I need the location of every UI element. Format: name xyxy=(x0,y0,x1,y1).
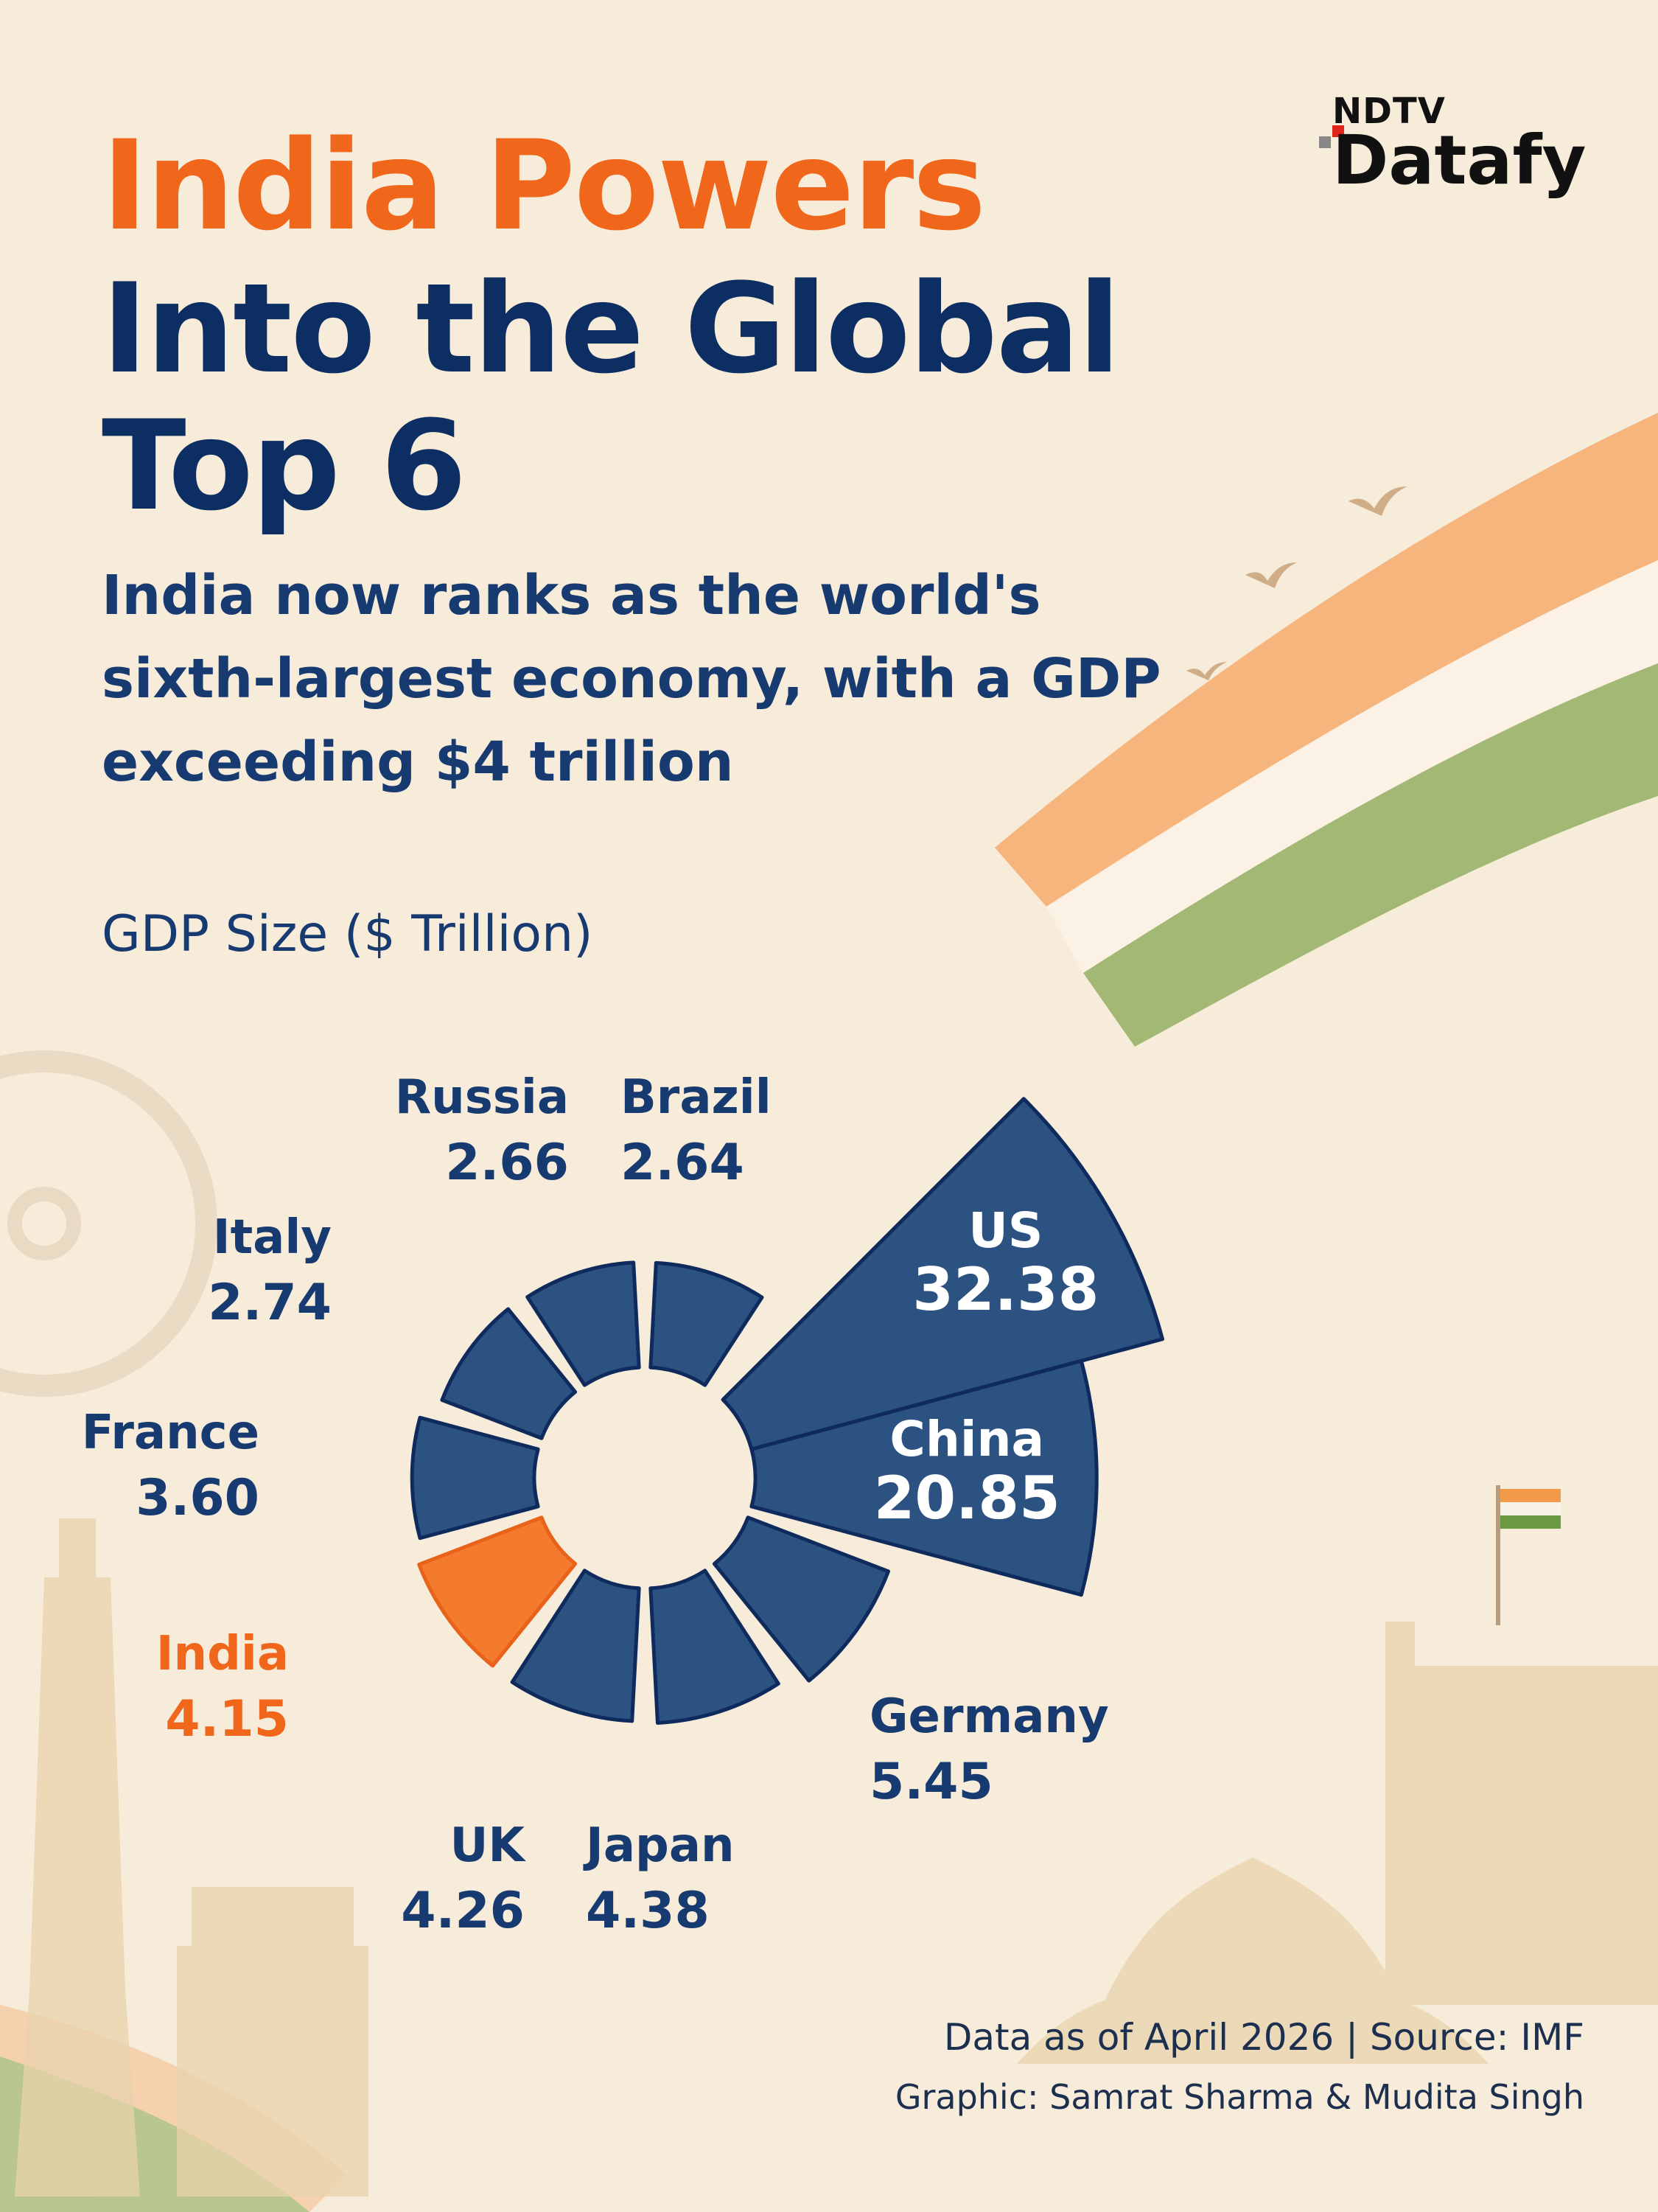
footer-source: Data as of April 2026 | Source: IMF xyxy=(943,2016,1584,2059)
label-value-japan: 4.38 xyxy=(586,1882,710,1940)
label-value-brazil: 2.64 xyxy=(620,1134,744,1192)
brand-ndtv: NDTV xyxy=(1332,91,1446,132)
bar-us xyxy=(721,1097,1165,1451)
bar-brazil xyxy=(648,1260,764,1387)
title-line-2: Into the Global xyxy=(102,257,1121,401)
label-country-brazil: Brazil xyxy=(620,1070,772,1125)
label-value-italy: 2.74 xyxy=(208,1274,332,1332)
label-value-uk: 4.26 xyxy=(401,1882,525,1940)
label-country-china: China xyxy=(889,1411,1044,1468)
footer-credit: Graphic: Samrat Sharma & Mudita Singh xyxy=(895,2077,1584,2117)
bar-france xyxy=(410,1415,540,1541)
title-line-3: Top 6 xyxy=(102,394,466,538)
bar-russia xyxy=(525,1260,641,1387)
label-country-italy: Italy xyxy=(213,1210,332,1265)
brand-square-red xyxy=(1332,125,1344,137)
brand-square-gray xyxy=(1319,136,1331,148)
label-country-uk: UK xyxy=(450,1818,526,1873)
label-value-us: 32.38 xyxy=(912,1255,1099,1324)
label-country-germany: Germany xyxy=(870,1689,1109,1744)
label-country-russia: Russia xyxy=(395,1070,569,1125)
bar-uk xyxy=(510,1569,641,1723)
brand-datafy: Datafy xyxy=(1332,121,1587,200)
bar-japan xyxy=(648,1569,780,1725)
label-country-us: US xyxy=(968,1202,1043,1259)
title-line-1: India Powers xyxy=(102,114,986,258)
label-country-japan: Japan xyxy=(583,1818,735,1873)
label-value-china: 20.85 xyxy=(874,1464,1060,1532)
bar-italy xyxy=(440,1307,578,1440)
bar-india xyxy=(417,1515,578,1668)
label-country-india: India xyxy=(156,1627,289,1681)
bar-germany xyxy=(712,1515,891,1683)
label-value-germany: 5.45 xyxy=(870,1753,993,1811)
label-value-russia: 2.66 xyxy=(445,1134,569,1192)
label-value-france: 3.60 xyxy=(136,1469,259,1527)
unit-label: GDP Size ($ Trillion) xyxy=(102,905,593,963)
bar-china xyxy=(749,1358,1099,1597)
label-value-india: 4.15 xyxy=(165,1690,289,1748)
label-country-france: France xyxy=(82,1406,259,1460)
subtitle: India now ranks as the world's sixth-lar… xyxy=(102,564,1161,794)
